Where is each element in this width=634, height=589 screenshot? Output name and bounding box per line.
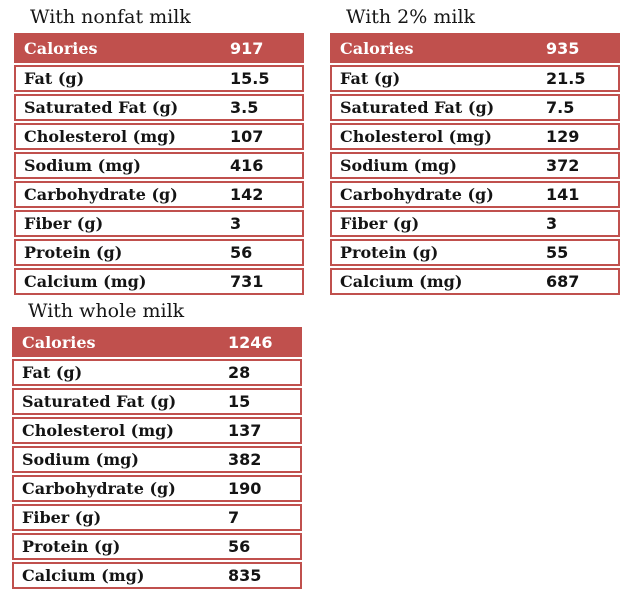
- table-row: Fiber (g) 3: [330, 210, 620, 237]
- row-value: 21.5: [546, 69, 586, 88]
- whole-milk-section: With whole milk Calories 1246 Fat (g) 28 Sat…: [12, 300, 302, 589]
- row-label: Cholesterol (mg): [340, 127, 492, 146]
- row-value: 129: [546, 127, 580, 146]
- table-row: Protein (g) 56: [14, 239, 304, 266]
- nonfat-milk-title: With nonfat milk: [30, 6, 191, 28]
- row-value: 382: [228, 450, 262, 469]
- row-label: Calories: [22, 332, 96, 352]
- table-row: Cholesterol (mg) 129: [330, 123, 620, 150]
- table-row: Carbohydrate (g) 142: [14, 181, 304, 208]
- row-value: 56: [228, 537, 251, 556]
- row-label: Fiber (g): [22, 508, 102, 527]
- nonfat-milk-section: With nonfat milk Calories 917 Fat (g) 15.5 S…: [14, 6, 304, 295]
- row-label: Cholesterol (mg): [22, 421, 174, 440]
- row-value: 687: [546, 272, 580, 291]
- table-row: Sodium (mg) 416: [14, 152, 304, 179]
- table-row: Saturated Fat (g) 7.5: [330, 94, 620, 121]
- table-row: Protein (g) 55: [330, 239, 620, 266]
- row-label: Protein (g): [340, 243, 439, 262]
- row-label: Calories: [340, 38, 414, 58]
- row-value: 3.5: [230, 98, 259, 117]
- table-row: Sodium (mg) 382: [12, 446, 302, 473]
- row-label: Fat (g): [340, 69, 401, 88]
- whole-milk-title: With whole milk: [28, 300, 185, 322]
- two-percent-milk-section: With 2% milk Calories 935 Fat (g) 21.5 Satur…: [330, 6, 620, 295]
- row-value: 137: [228, 421, 262, 440]
- row-label: Saturated Fat (g): [340, 98, 495, 117]
- row-label: Carbohydrate (g): [24, 185, 178, 204]
- row-label: Fat (g): [24, 69, 85, 88]
- row-value: 107: [230, 127, 264, 146]
- row-label: Carbohydrate (g): [340, 185, 494, 204]
- row-label: Fat (g): [22, 363, 83, 382]
- table-row: Saturated Fat (g) 3.5: [14, 94, 304, 121]
- row-label: Fiber (g): [24, 214, 104, 233]
- row-label: Sodium (mg): [22, 450, 139, 469]
- table-row: Calcium (mg) 687: [330, 268, 620, 295]
- row-label: Calories: [24, 38, 98, 58]
- row-value: 917: [230, 38, 264, 58]
- row-value: 142: [230, 185, 264, 204]
- table-row: Carbohydrate (g) 190: [12, 475, 302, 502]
- table-header-row: Calories 935: [330, 33, 620, 63]
- row-value: 3: [230, 214, 242, 233]
- row-label: Calcium (mg): [24, 272, 147, 291]
- row-label: Carbohydrate (g): [22, 479, 176, 498]
- row-value: 731: [230, 272, 264, 291]
- row-label: Protein (g): [24, 243, 123, 262]
- row-value: 416: [230, 156, 264, 175]
- row-value: 935: [546, 38, 580, 58]
- table-row: Cholesterol (mg) 137: [12, 417, 302, 444]
- row-value: 7: [228, 508, 240, 527]
- row-value: 1246: [228, 332, 273, 352]
- row-value: 56: [230, 243, 253, 262]
- table-row: Protein (g) 56: [12, 533, 302, 560]
- row-value: 3: [546, 214, 558, 233]
- table-row: Fat (g) 15.5: [14, 65, 304, 92]
- row-label: Saturated Fat (g): [22, 392, 177, 411]
- table-row: Calcium (mg) 835: [12, 562, 302, 589]
- row-value: 190: [228, 479, 262, 498]
- row-label: Calcium (mg): [22, 566, 145, 585]
- row-value: 141: [546, 185, 580, 204]
- table-row: Fiber (g) 7: [12, 504, 302, 531]
- row-label: Sodium (mg): [24, 156, 141, 175]
- row-label: Cholesterol (mg): [24, 127, 176, 146]
- row-value: 835: [228, 566, 262, 585]
- table-row: Saturated Fat (g) 15: [12, 388, 302, 415]
- table-row: Cholesterol (mg) 107: [14, 123, 304, 150]
- row-label: Saturated Fat (g): [24, 98, 179, 117]
- row-label: Protein (g): [22, 537, 121, 556]
- two-percent-milk-nutrition-table: Calories 935 Fat (g) 21.5 Saturated Fat (g) 7…: [330, 33, 620, 295]
- nonfat-milk-nutrition-table: Calories 917 Fat (g) 15.5 Saturated Fat (g) 3…: [14, 33, 304, 295]
- row-value: 15.5: [230, 69, 270, 88]
- table-row: Fiber (g) 3: [14, 210, 304, 237]
- table-row: Fat (g) 28: [12, 359, 302, 386]
- row-value: 7.5: [546, 98, 575, 117]
- table-header-row: Calories 917: [14, 33, 304, 63]
- table-row: Sodium (mg) 372: [330, 152, 620, 179]
- row-value: 372: [546, 156, 580, 175]
- row-label: Sodium (mg): [340, 156, 457, 175]
- row-label: Fiber (g): [340, 214, 420, 233]
- table-header-row: Calories 1246: [12, 327, 302, 357]
- row-value: 28: [228, 363, 251, 382]
- two-percent-milk-title: With 2% milk: [346, 6, 476, 28]
- table-row: Fat (g) 21.5: [330, 65, 620, 92]
- row-label: Calcium (mg): [340, 272, 463, 291]
- table-row: Calcium (mg) 731: [14, 268, 304, 295]
- table-row: Carbohydrate (g) 141: [330, 181, 620, 208]
- row-value: 55: [546, 243, 569, 262]
- whole-milk-nutrition-table: Calories 1246 Fat (g) 28 Saturated Fat (g) 15…: [12, 327, 302, 589]
- row-value: 15: [228, 392, 251, 411]
